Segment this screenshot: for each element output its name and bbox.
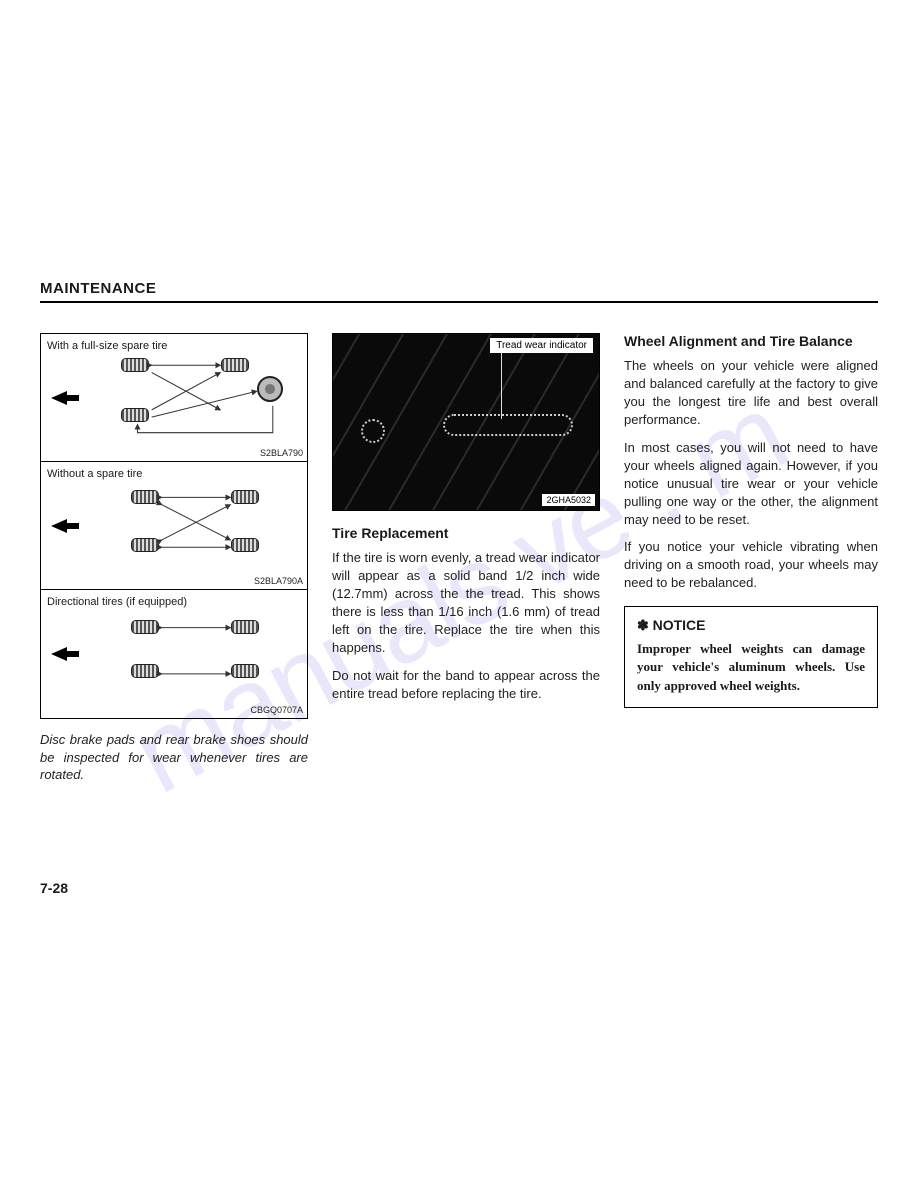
diagram-full-size-spare: With a full-size spare tire: [41, 334, 307, 462]
manual-page: MAINTENANCE With a full-size spare tire: [40, 280, 878, 784]
diagram-code: S2BLA790: [260, 448, 303, 458]
body-text: If the tire is worn evenly, a tread wear…: [332, 549, 600, 657]
column-left: With a full-size spare tire: [40, 333, 308, 784]
diagram-label: Directional tires (if equipped): [47, 596, 187, 608]
body-text: If you notice your vehicle vibrating whe…: [624, 538, 878, 592]
rotation-diagram-stack: With a full-size spare tire: [40, 333, 308, 719]
column-right: Wheel Alignment and Tire Balance The whe…: [624, 333, 878, 784]
diagram-label: With a full-size spare tire: [47, 340, 167, 352]
photo-code: 2GHA5032: [542, 494, 595, 506]
photo-label: Tread wear indicator: [490, 338, 593, 353]
front-arrow-icon: [51, 391, 67, 405]
front-arrow-icon: [51, 519, 67, 533]
tire-replacement-heading: Tire Replacement: [332, 525, 600, 541]
diagram-code: S2BLA790A: [254, 576, 303, 586]
section-heading: MAINTENANCE: [40, 280, 878, 303]
alignment-heading: Wheel Alignment and Tire Balance: [624, 333, 878, 349]
diagram-directional: Directional tires (if equipped) CB: [41, 590, 307, 718]
notice-box: ✽ NOTICE Improper wheel weights can dama…: [624, 606, 878, 708]
column-middle: Tread wear indicator 2GHA5032 Tire Repla…: [332, 333, 600, 784]
body-text: The wheels on your vehicle were aligned …: [624, 357, 878, 429]
body-text: In most cases, you will not need to have…: [624, 439, 878, 529]
tire-tread-photo: Tread wear indicator 2GHA5032: [332, 333, 600, 511]
diagram-no-spare: Without a spare tire: [41, 462, 307, 590]
body-text: Do not wait for the band to appear acros…: [332, 667, 600, 703]
page-number: 7-28: [40, 880, 68, 896]
diagram-code: CBGQ0707A: [250, 705, 303, 715]
notice-title: ✽ NOTICE: [637, 617, 865, 634]
diagram-caption: Disc brake pads and rear brake shoes sho…: [40, 731, 308, 784]
notice-body: Improper wheel weights can damage your v…: [637, 640, 865, 695]
content-columns: With a full-size spare tire: [40, 333, 878, 784]
diagram-label: Without a spare tire: [47, 468, 142, 480]
front-arrow-icon: [51, 647, 67, 661]
